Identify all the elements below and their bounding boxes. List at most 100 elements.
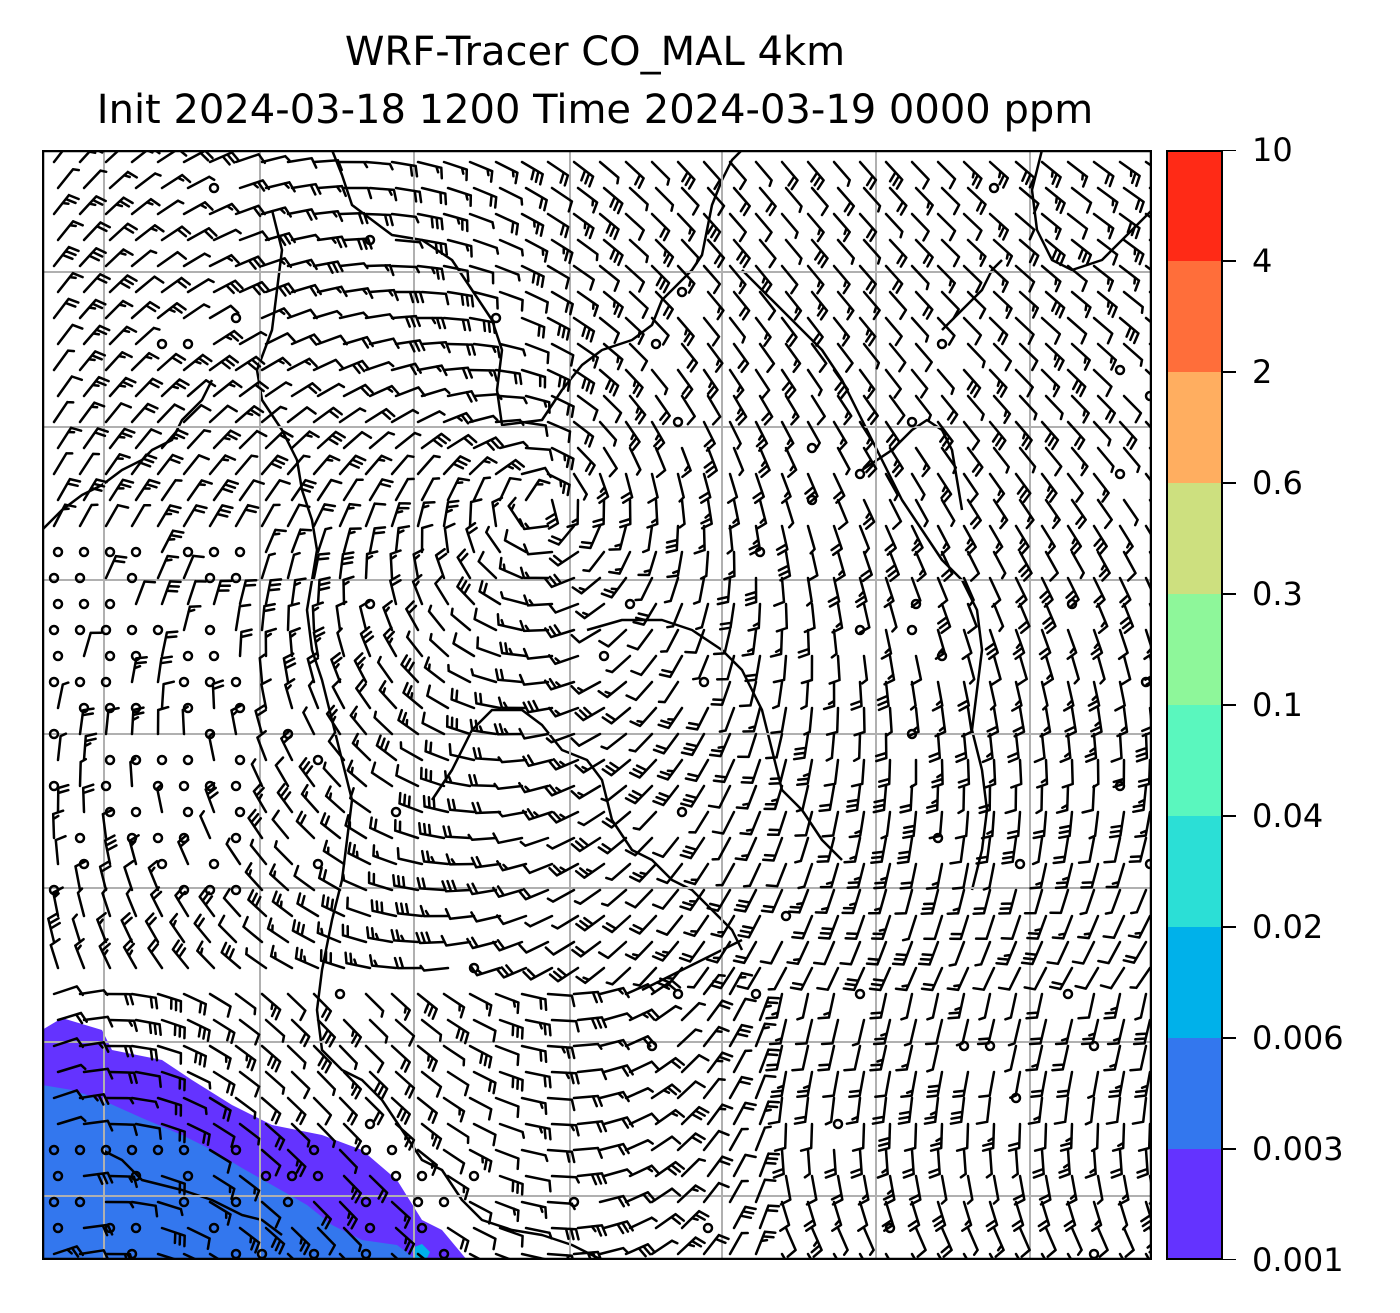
wind-barb bbox=[342, 575, 355, 606]
wind-barb bbox=[394, 186, 423, 204]
wind-barb bbox=[472, 290, 499, 310]
wind-barb bbox=[338, 1200, 358, 1230]
wind-barb bbox=[1118, 264, 1141, 292]
wind-barb bbox=[1040, 316, 1062, 345]
wind-barb bbox=[602, 342, 624, 371]
wind-barb bbox=[900, 1070, 918, 1099]
wind-barb bbox=[700, 498, 713, 530]
calm-wind-circle bbox=[52, 650, 64, 662]
calm-wind-circle bbox=[104, 1222, 116, 1234]
wind-barb bbox=[920, 966, 944, 992]
wind-barb bbox=[728, 368, 745, 400]
wind-barb bbox=[82, 324, 111, 346]
calm-wind-circle bbox=[360, 1144, 372, 1156]
wind-barb bbox=[741, 628, 758, 657]
wind-barb bbox=[130, 655, 148, 684]
wind-barb bbox=[405, 600, 420, 632]
wind-barb bbox=[416, 316, 447, 330]
wind-barb bbox=[666, 602, 684, 629]
wind-barb bbox=[101, 808, 114, 840]
wind-barb bbox=[524, 1018, 552, 1037]
wind-barb bbox=[134, 478, 161, 502]
wind-barb bbox=[1054, 1018, 1074, 1046]
wind-barb bbox=[787, 888, 810, 914]
wind-barb bbox=[1144, 264, 1152, 273]
wind-barb bbox=[598, 986, 630, 999]
wind-barb bbox=[520, 212, 545, 237]
wind-barb bbox=[608, 524, 628, 551]
wind-barb bbox=[955, 1122, 970, 1152]
wind-barb bbox=[108, 1018, 138, 1033]
calm-wind-circle bbox=[234, 546, 246, 558]
wind-barb bbox=[434, 574, 450, 606]
wind-barb bbox=[1103, 992, 1122, 1020]
wind-barb bbox=[954, 732, 968, 764]
wind-barb bbox=[948, 940, 966, 967]
colorbar-tick-label: 0.001 bbox=[1252, 1241, 1344, 1279]
wind-barb bbox=[271, 890, 294, 918]
wind-barb bbox=[716, 576, 732, 606]
wind-barb bbox=[974, 940, 992, 967]
calm-wind-circle bbox=[230, 676, 242, 688]
wind-barb bbox=[212, 429, 242, 450]
wind-barb bbox=[940, 1226, 953, 1258]
wind-barb bbox=[104, 150, 121, 164]
wind-barb bbox=[992, 498, 1009, 530]
wind-barb bbox=[839, 940, 862, 966]
wind-barb bbox=[758, 290, 777, 321]
wind-barb bbox=[319, 812, 342, 840]
wind-barb bbox=[442, 366, 474, 380]
wind-barb bbox=[936, 1252, 943, 1260]
wind-barb bbox=[494, 668, 524, 684]
wind-barb bbox=[754, 1125, 772, 1152]
wind-barb bbox=[522, 543, 554, 556]
wind-barb bbox=[495, 914, 528, 926]
calm-wind-circle bbox=[308, 1144, 320, 1156]
wind-barb bbox=[658, 654, 684, 679]
wind-barb bbox=[851, 1018, 866, 1047]
wind-barb bbox=[844, 914, 866, 940]
wind-barb bbox=[680, 1105, 710, 1126]
wind-barb bbox=[104, 1096, 135, 1105]
wind-barb bbox=[104, 402, 133, 424]
calm-wind-circle bbox=[100, 624, 112, 636]
wind-barb bbox=[728, 1127, 749, 1152]
wind-barb bbox=[676, 316, 695, 347]
wind-barb bbox=[498, 342, 527, 357]
calm-wind-circle bbox=[910, 598, 922, 610]
wind-barb bbox=[1081, 784, 1096, 814]
wind-barb bbox=[949, 836, 966, 865]
wind-barb bbox=[995, 940, 1018, 966]
wind-barb bbox=[364, 992, 385, 1018]
wind-barb bbox=[597, 940, 628, 960]
wind-barb bbox=[82, 375, 110, 398]
wind-barb bbox=[1118, 316, 1140, 345]
wind-barb bbox=[238, 429, 268, 450]
calm-wind-circle bbox=[74, 572, 86, 584]
wind-barb bbox=[758, 342, 776, 374]
wind-barb bbox=[1011, 1148, 1019, 1179]
wind-barb bbox=[572, 472, 588, 501]
wind-barb bbox=[966, 186, 987, 216]
wind-barb bbox=[182, 353, 213, 372]
wind-barb bbox=[497, 756, 528, 764]
wind-barb bbox=[1071, 940, 1096, 965]
wind-barb bbox=[823, 758, 840, 787]
wind-barb bbox=[571, 576, 602, 595]
wind-barb bbox=[551, 914, 580, 930]
wind-barb bbox=[347, 841, 372, 866]
wind-barb bbox=[885, 550, 900, 583]
wind-barb bbox=[680, 446, 692, 479]
wind-barb bbox=[198, 887, 216, 918]
wind-barb bbox=[264, 627, 278, 658]
calm-wind-circle bbox=[126, 572, 138, 584]
wind-barb bbox=[862, 446, 878, 478]
wind-barb bbox=[335, 600, 348, 632]
wind-barb bbox=[628, 186, 649, 212]
wind-barb bbox=[624, 940, 654, 961]
wind-barb bbox=[702, 316, 721, 347]
wind-barb bbox=[852, 732, 862, 763]
wind-barb bbox=[524, 1226, 553, 1240]
calm-wind-circle bbox=[334, 988, 346, 1000]
wind-barb bbox=[400, 654, 420, 684]
